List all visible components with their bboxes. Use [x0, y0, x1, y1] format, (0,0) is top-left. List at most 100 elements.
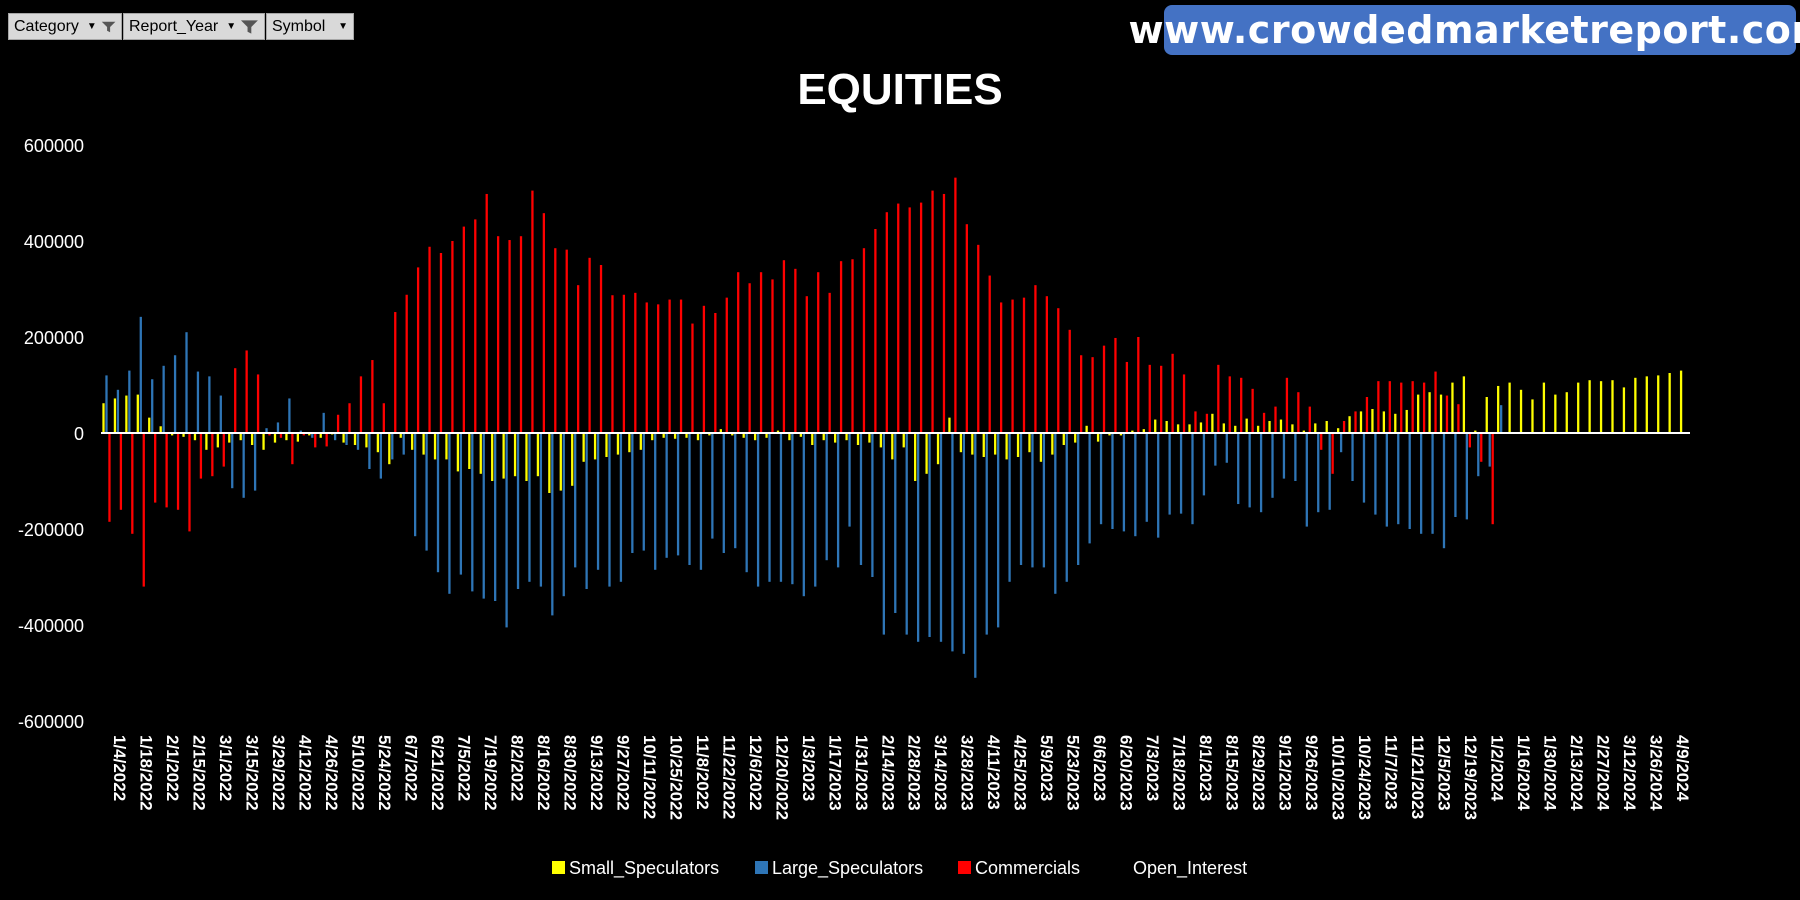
- bar-large-speculators: [356, 433, 360, 450]
- bar-commercials: [222, 433, 225, 467]
- bar-large-speculators: [756, 433, 760, 587]
- category-filter-button[interactable]: Category ▼: [8, 13, 122, 40]
- bar-commercials: [1228, 376, 1231, 433]
- bar-small-speculators: [628, 433, 631, 453]
- bar-commercials: [565, 249, 568, 433]
- bar-large-speculators: [619, 433, 623, 582]
- bar-small-speculators: [182, 433, 185, 437]
- bar-small-speculators: [479, 433, 482, 474]
- bar-commercials: [1022, 297, 1026, 433]
- bar-commercials: [416, 267, 420, 433]
- bar-large-speculators: [1385, 433, 1388, 527]
- bar-commercials: [1137, 337, 1140, 433]
- bar-small-speculators: [1497, 385, 1500, 433]
- bar-small-speculators: [113, 398, 117, 433]
- bar-large-speculators: [825, 433, 828, 561]
- x-tick-label: 11/7/2023: [1381, 735, 1400, 810]
- bar-small-speculators: [1634, 377, 1637, 433]
- bar-commercials: [405, 294, 408, 433]
- bar-large-speculators: [311, 433, 314, 438]
- bar-large-speculators: [1214, 433, 1217, 466]
- bar-large-speculators: [608, 433, 611, 587]
- bar-commercials: [851, 259, 854, 433]
- bar-commercials: [279, 433, 283, 438]
- bar-commercials: [1445, 395, 1449, 433]
- bar-small-speculators: [639, 433, 642, 450]
- bar-commercials: [211, 433, 214, 477]
- bar-commercials: [1342, 421, 1346, 433]
- bar-large-speculators: [574, 433, 577, 568]
- bar-small-speculators: [731, 433, 734, 436]
- bar-commercials: [942, 193, 946, 433]
- legend-label: Open_Interest: [1133, 858, 1247, 879]
- x-tick-label: 9/26/2023: [1302, 735, 1321, 811]
- bar-large-speculators: [1339, 433, 1343, 453]
- bar-large-speculators: [391, 433, 394, 460]
- bar-small-speculators: [845, 433, 848, 441]
- symbol-filter-button[interactable]: Symbol ▼: [266, 13, 354, 40]
- bar-large-speculators: [128, 370, 131, 433]
- bar-commercials: [931, 190, 934, 433]
- bar-large-speculators: [802, 433, 805, 597]
- bar-large-speculators: [1042, 433, 1046, 568]
- bar-commercials: [1091, 357, 1094, 433]
- bar-small-speculators: [1028, 433, 1031, 453]
- bar-large-speculators: [1225, 433, 1228, 463]
- bar-commercials: [1068, 329, 1071, 433]
- bar-large-speculators: [1419, 433, 1423, 534]
- bar-small-speculators: [353, 433, 357, 445]
- bar-small-speculators: [102, 403, 105, 433]
- bar-small-speculators: [1074, 433, 1077, 443]
- bar-small-speculators: [948, 417, 951, 433]
- bar-small-speculators: [776, 430, 780, 433]
- bar-large-speculators: [1179, 433, 1183, 514]
- filter-funnel-icon: [241, 19, 259, 34]
- bar-large-speculators: [425, 433, 428, 551]
- x-tick-label: 1/2/2024: [1487, 735, 1506, 802]
- bar-commercials: [451, 241, 454, 433]
- bar-large-speculators: [448, 433, 451, 594]
- bar-small-speculators: [868, 433, 871, 443]
- bar-small-speculators: [433, 433, 437, 460]
- bar-small-speculators: [1668, 373, 1671, 433]
- bar-commercials: [577, 285, 580, 433]
- dropdown-arrow-icon: ▼: [338, 21, 348, 32]
- bar-commercials: [382, 403, 385, 433]
- bar-commercials: [1171, 353, 1174, 433]
- bar-large-speculators: [482, 433, 485, 599]
- bar-large-speculators: [494, 433, 497, 601]
- bar-large-speculators: [1248, 433, 1251, 508]
- bar-small-speculators: [925, 433, 928, 474]
- bar-small-speculators: [1279, 419, 1283, 433]
- bar-commercials: [782, 260, 786, 433]
- x-tick-label: 7/3/2023: [1143, 735, 1162, 801]
- bar-large-speculators: [379, 433, 382, 479]
- bar-commercials: [748, 283, 751, 433]
- report-year-filter-button[interactable]: Report_Year ▼: [123, 13, 265, 40]
- bar-large-speculators: [105, 375, 108, 433]
- bar-commercials: [1422, 382, 1426, 433]
- bar-large-speculators: [939, 433, 943, 642]
- bar-small-speculators: [1062, 433, 1065, 445]
- bar-small-speculators: [228, 433, 231, 443]
- bar-commercials: [702, 305, 706, 433]
- bar-commercials: [908, 207, 911, 433]
- x-tick-label: 6/6/2023: [1090, 735, 1109, 801]
- bar-large-speculators: [951, 433, 954, 652]
- bar-commercials: [1468, 433, 1471, 448]
- x-tick-label: 3/1/2022: [216, 735, 235, 801]
- bar-large-speculators: [1099, 433, 1103, 525]
- bar-large-speculators: [985, 433, 988, 635]
- bar-small-speculators: [1622, 387, 1626, 433]
- bar-commercials: [885, 212, 888, 433]
- x-tick-label: 1/30/2024: [1540, 735, 1559, 811]
- bar-large-speculators: [253, 433, 257, 491]
- bar-small-speculators: [1314, 423, 1317, 433]
- legend-label: Large_Speculators: [772, 858, 923, 879]
- x-tick-label: 2/14/2023: [878, 735, 897, 811]
- bar-commercials: [519, 236, 523, 433]
- bar-commercials: [1217, 364, 1220, 433]
- bar-commercials: [897, 203, 900, 433]
- x-tick-label: 1/16/2024: [1514, 735, 1533, 811]
- bar-small-speculators: [1371, 409, 1374, 433]
